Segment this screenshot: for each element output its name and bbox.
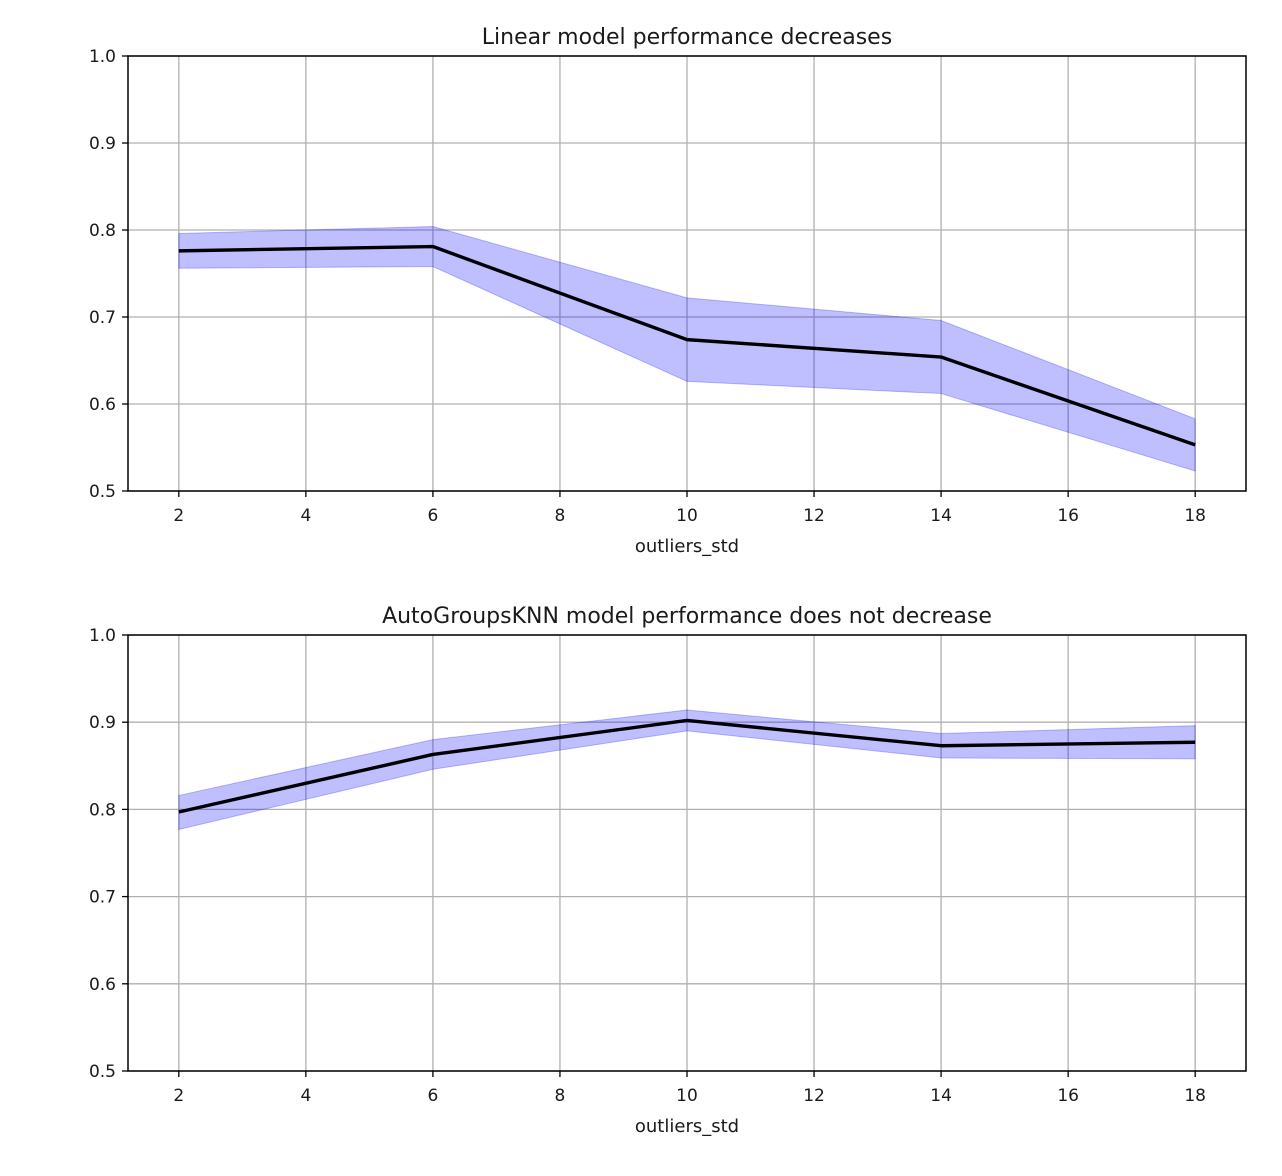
x-tick-label: 6 bbox=[427, 506, 438, 526]
chart-title: AutoGroupsKNN model performance does not… bbox=[382, 604, 992, 629]
x-tick-label: 12 bbox=[803, 506, 825, 526]
x-tick-label: 10 bbox=[676, 1086, 698, 1106]
chart-linear-model: 2 4 6 8 10 12 14 16 18 0.5 0.6 0.7 0.8 0.9 1.0 Linear m… bbox=[89, 25, 1247, 557]
y-tick-label: 0.6 bbox=[89, 395, 116, 415]
y-tick-label: 0.5 bbox=[89, 482, 116, 502]
x-tick-label: 2 bbox=[173, 1086, 184, 1106]
y-tick-label: 0.6 bbox=[89, 975, 116, 995]
y-tick-label: 0.8 bbox=[89, 221, 116, 241]
x-tick-label: 16 bbox=[1057, 1086, 1079, 1106]
x-tick-label: 14 bbox=[930, 506, 952, 526]
y-tick-label: 0.9 bbox=[89, 713, 116, 733]
x-tick-label: 16 bbox=[1057, 506, 1079, 526]
x-tick-label: 4 bbox=[300, 506, 311, 526]
chart-title: Linear model performance decreases bbox=[482, 25, 892, 50]
x-tick-label: 10 bbox=[676, 506, 698, 526]
x-tick-label: 8 bbox=[555, 506, 566, 526]
y-tick-label: 0.8 bbox=[89, 800, 116, 820]
grid bbox=[128, 634, 1246, 1072]
x-tick-label: 6 bbox=[427, 1086, 438, 1106]
x-tick-label: 18 bbox=[1184, 506, 1206, 526]
y-tick-label: 0.5 bbox=[89, 1062, 116, 1082]
y-tick-label: 1.0 bbox=[89, 47, 116, 67]
y-tick-label: 1.0 bbox=[89, 626, 116, 646]
x-tick-label: 4 bbox=[300, 1086, 311, 1106]
x-tick-label: 2 bbox=[173, 506, 184, 526]
chart-autogroupsknn-model: 2 4 6 8 10 12 14 16 18 0.5 0.6 0.7 0.8 0.9 1.0 AutoGrou… bbox=[89, 604, 1247, 1137]
confidence-band bbox=[178, 226, 1196, 472]
x-axis-label: outliers_std bbox=[635, 536, 739, 557]
x-axis-label: outliers_std bbox=[635, 1116, 739, 1137]
x-tick-label: 8 bbox=[555, 1086, 566, 1106]
x-tick-label: 12 bbox=[803, 1086, 825, 1106]
x-tick-label: 14 bbox=[930, 1086, 952, 1106]
y-tick-label: 0.9 bbox=[89, 134, 116, 154]
y-tick-label: 0.7 bbox=[89, 888, 116, 908]
confidence-band bbox=[178, 709, 1196, 831]
x-tick-label: 18 bbox=[1184, 1086, 1206, 1106]
y-tick-label: 0.7 bbox=[89, 308, 116, 328]
